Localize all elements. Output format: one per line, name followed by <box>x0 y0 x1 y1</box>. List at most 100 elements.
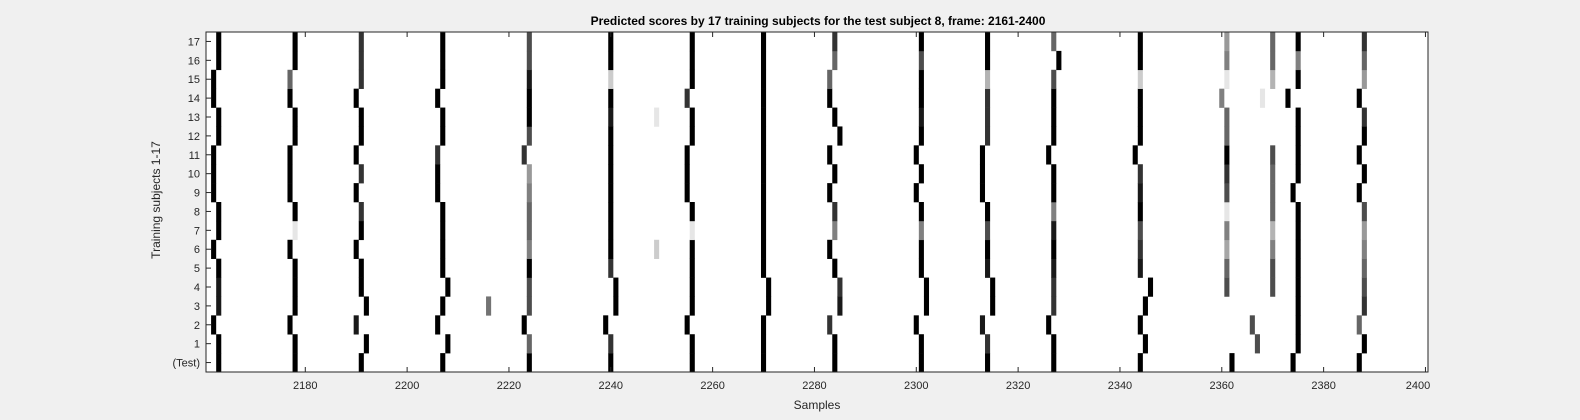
heatmap-cell <box>918 126 924 146</box>
heatmap-cell <box>445 277 451 297</box>
heatmap-cell <box>918 50 924 71</box>
heatmap-cell <box>837 296 843 316</box>
heatmap-cell <box>287 183 293 203</box>
heatmap-cell <box>1361 69 1367 89</box>
heatmap-cell <box>216 107 222 127</box>
heatmap-cell <box>1295 107 1301 127</box>
heatmap-cell <box>216 220 222 241</box>
x-tick-label: 2360 <box>1210 380 1234 392</box>
heatmap-cell <box>521 315 527 335</box>
heatmap-cell <box>526 220 532 241</box>
heatmap-cell <box>358 258 364 278</box>
heatmap-cell <box>689 220 695 241</box>
heatmap-cell <box>827 315 833 335</box>
heatmap-cell <box>832 353 838 373</box>
heatmap-cell <box>1356 88 1362 108</box>
heatmap-cell <box>353 145 359 165</box>
heatmap-cell <box>1285 88 1291 108</box>
heatmap-cell <box>760 202 767 222</box>
heatmap-cell <box>918 164 924 184</box>
heatmap-cell <box>760 69 767 89</box>
heatmap-cell <box>608 164 614 184</box>
heatmap-cell <box>526 50 532 71</box>
heatmap-cell <box>760 220 767 241</box>
heatmap-cell <box>760 126 767 146</box>
heatmap-cell <box>1295 334 1301 354</box>
heatmap-cell <box>1051 334 1057 354</box>
heatmap-cell <box>923 277 930 297</box>
heatmap-cell <box>608 145 614 165</box>
heatmap-cell <box>1290 353 1296 373</box>
heatmap-cell <box>435 164 441 184</box>
heatmap-cell <box>353 88 359 108</box>
heatmap-cell <box>1137 258 1143 278</box>
heatmap-cell <box>353 315 359 335</box>
heatmap-cell <box>1270 202 1276 222</box>
heatmap-cell <box>985 334 991 354</box>
heatmap-cell <box>1356 315 1362 335</box>
heatmap-cell <box>684 164 690 184</box>
heatmap-cell <box>760 353 767 373</box>
heatmap-cells <box>211 32 1367 373</box>
heatmap-cell <box>1137 315 1143 335</box>
heatmap-cell <box>613 277 619 297</box>
heatmap-cell <box>1137 239 1143 259</box>
heatmap-cell <box>1295 50 1301 71</box>
heatmap-cell <box>760 315 767 335</box>
heatmap-cell <box>358 202 364 222</box>
heatmap-cell <box>526 277 532 297</box>
heatmap-cell <box>292 107 298 127</box>
heatmap-cell <box>1051 277 1057 297</box>
heatmap-cell <box>689 126 695 146</box>
heatmap-cell <box>608 353 614 373</box>
heatmap-cell <box>832 220 838 241</box>
heatmap-cell <box>216 258 222 278</box>
heatmap-cell <box>918 353 924 373</box>
heatmap-cell <box>1051 202 1057 222</box>
heatmap-cell <box>985 107 991 127</box>
heatmap-cell <box>608 32 614 52</box>
heatmap-cell <box>684 88 690 108</box>
heatmap-cell <box>435 145 441 165</box>
heatmap-cell <box>608 239 614 259</box>
heatmap-cell <box>526 353 532 373</box>
heatmap-cell <box>440 202 446 222</box>
heatmap-cell <box>1295 164 1301 184</box>
heatmap-cell <box>985 220 991 241</box>
heatmap-cell <box>1224 239 1230 259</box>
heatmap-cell <box>689 334 695 354</box>
heatmap-cell <box>526 258 532 278</box>
x-tick-label: 2260 <box>700 380 724 392</box>
heatmap-cell <box>292 258 298 278</box>
heatmap-cell <box>1051 88 1057 108</box>
heatmap-cell <box>1137 69 1143 89</box>
heatmap-cell <box>923 296 930 316</box>
heatmap-cell <box>827 145 833 165</box>
heatmap-cell <box>1270 258 1276 278</box>
heatmap-cell <box>979 164 986 184</box>
plot-area <box>206 32 1428 372</box>
heatmap-cell <box>358 107 364 127</box>
heatmap-cell <box>1361 220 1367 241</box>
heatmap-cell <box>1356 183 1362 203</box>
heatmap-cell <box>1137 220 1143 241</box>
heatmap-cell <box>211 315 217 335</box>
heatmap-cell <box>760 145 767 165</box>
heatmap-cell <box>985 69 991 89</box>
heatmap-cell <box>1361 296 1367 316</box>
heatmap-cell <box>827 69 833 89</box>
x-tick-label: 2320 <box>1006 380 1030 392</box>
heatmap-cell <box>608 126 614 146</box>
heatmap-cell <box>358 69 364 89</box>
heatmap-cell <box>766 296 772 316</box>
y-tick-label: 17 <box>188 36 200 48</box>
heatmap-cell <box>1361 107 1367 127</box>
heatmap-cell <box>358 220 364 241</box>
y-tick-label: 2 <box>194 320 200 332</box>
heatmap-cell <box>918 239 924 259</box>
heatmap-cell <box>211 164 217 184</box>
heatmap-cell <box>526 32 532 52</box>
x-tick-label: 2300 <box>904 380 928 392</box>
heatmap-cell <box>526 334 532 354</box>
